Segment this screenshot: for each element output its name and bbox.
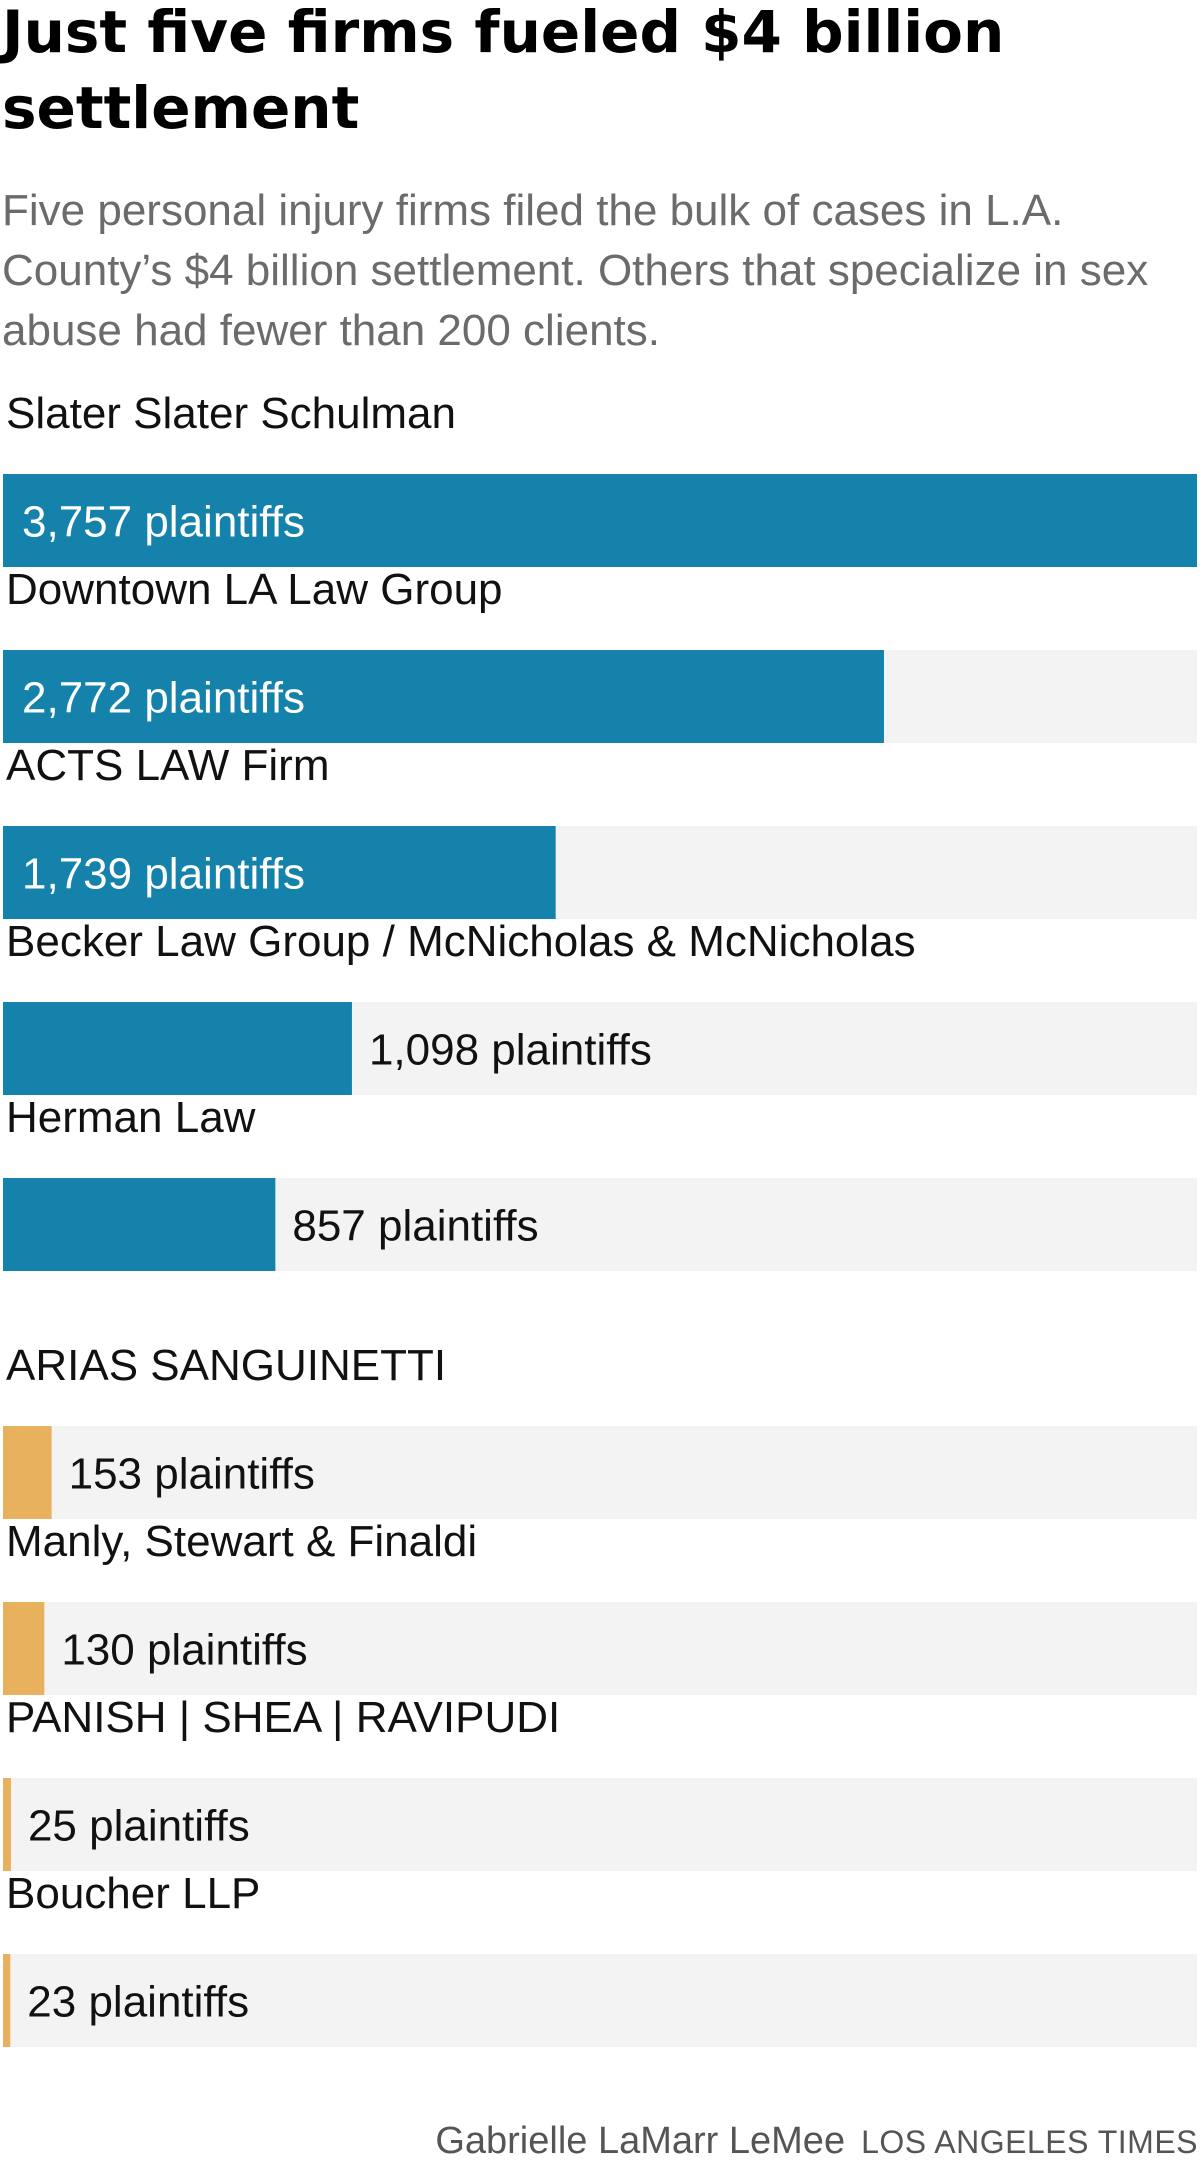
bar: [3, 1602, 45, 1695]
bar: [3, 1426, 52, 1519]
chart-title: Just five firms fueled $4 billion settle…: [2, 0, 1005, 142]
bar-value-label: 857 plaintiffs: [292, 1202, 538, 1251]
bar-value-label: 2,772 plaintiffs: [22, 674, 305, 723]
category-label: Downtown LA Law Group: [6, 565, 503, 614]
bar-value-label: 153 plaintiffs: [69, 1450, 315, 1499]
bar: [3, 826, 556, 919]
bar: [3, 474, 1197, 567]
category-label: PANISH | SHEA | RAVIPUDI: [6, 1693, 560, 1742]
bar: [3, 1778, 11, 1871]
bar-value-label: 3,757 plaintiffs: [22, 498, 305, 547]
bar-value-label: 130 plaintiffs: [61, 1626, 307, 1675]
bar: [3, 1002, 352, 1095]
bar-value-label: 23 plaintiffs: [27, 1978, 249, 2027]
category-label: Becker Law Group / McNicholas & McNichol…: [6, 917, 916, 966]
category-label: ACTS LAW Firm: [6, 741, 329, 790]
chart-subtitle: Five personal injury firms filed the bul…: [2, 186, 1149, 355]
credit-organization: LOS ANGELES TIMES: [861, 2124, 1198, 2160]
bar-track: [3, 1426, 1197, 1519]
credit-line: Gabrielle LaMarr LeMee LOS ANGELES TIMES: [435, 2120, 1198, 2163]
bar-track: [3, 1778, 1197, 1871]
category-label: Manly, Stewart & Finaldi: [6, 1517, 477, 1566]
bar-track: [3, 1954, 1197, 2047]
category-label: Slater Slater Schulman: [6, 389, 456, 438]
bar: [3, 1178, 276, 1271]
category-label: ARIAS SANGUINETTI: [6, 1341, 446, 1390]
category-label: Boucher LLP: [6, 1869, 260, 1918]
category-label: Herman Law: [6, 1093, 256, 1142]
bar-value-label: 1,098 plaintiffs: [369, 1026, 652, 1075]
bar: [3, 650, 884, 743]
bar: [3, 1954, 11, 2047]
credit-author: Gabrielle LaMarr LeMee: [435, 2120, 846, 2162]
bar-track: [3, 1602, 1197, 1695]
bar-value-label: 1,739 plaintiffs: [22, 850, 305, 899]
bar-value-label: 25 plaintiffs: [28, 1802, 250, 1851]
